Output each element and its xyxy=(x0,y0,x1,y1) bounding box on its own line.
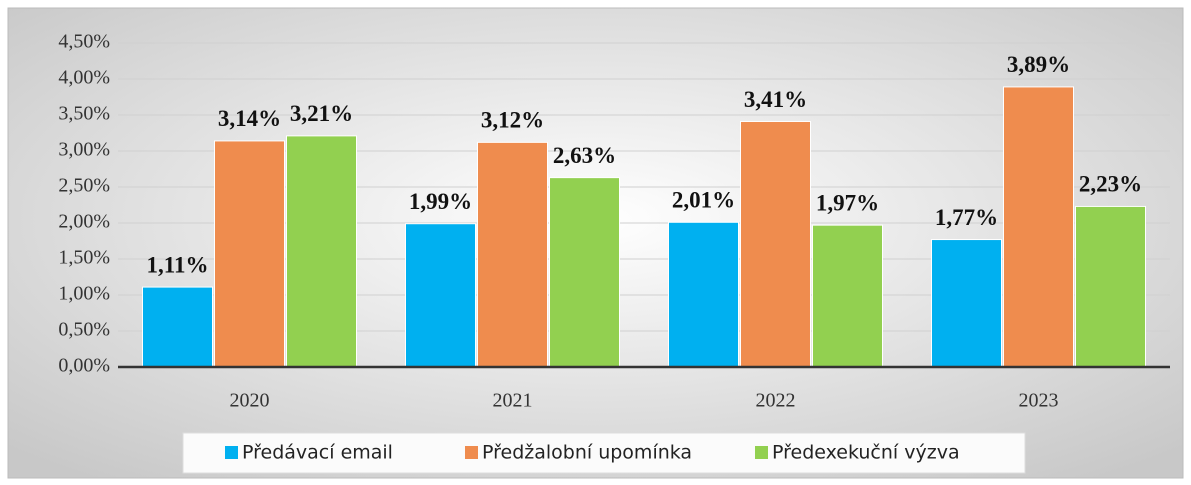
value-label: 2,01% xyxy=(672,188,735,213)
value-label: 3,21% xyxy=(290,101,353,126)
bar xyxy=(214,140,285,368)
y-tick-label: 0,50% xyxy=(58,319,110,341)
bar xyxy=(549,177,620,368)
x-tick-label: 2023 xyxy=(1019,390,1059,412)
y-tick-label: 0,00% xyxy=(58,355,110,377)
bar xyxy=(740,120,811,368)
legend-swatch xyxy=(225,446,238,459)
y-tick-label: 3,50% xyxy=(58,103,110,125)
bar xyxy=(286,135,357,368)
value-label: 1,97% xyxy=(816,190,879,215)
bar xyxy=(1075,205,1146,368)
value-label: 3,89% xyxy=(1007,52,1070,77)
bar xyxy=(405,223,476,368)
y-tick-label: 3,00% xyxy=(58,139,110,161)
value-label: 3,41% xyxy=(744,87,807,112)
legend-label: Předexekuční výzva xyxy=(772,442,960,464)
value-label: 3,12% xyxy=(481,108,544,133)
y-tick-label: 1,00% xyxy=(58,283,110,305)
value-label: 1,99% xyxy=(409,189,472,214)
legend-box xyxy=(182,432,1026,474)
y-tick-label: 4,00% xyxy=(58,67,110,89)
bar xyxy=(477,141,548,368)
legend-swatch xyxy=(465,446,478,459)
y-tick-label: 2,50% xyxy=(58,175,110,197)
value-label: 1,11% xyxy=(147,252,209,277)
bar xyxy=(668,221,739,368)
value-label: 2,63% xyxy=(553,143,616,168)
legend-label: Předávací email xyxy=(242,442,393,464)
bar xyxy=(931,239,1002,368)
value-label: 3,14% xyxy=(218,106,281,131)
bar xyxy=(812,224,883,368)
bar xyxy=(1003,86,1074,368)
y-tick-label: 4,50% xyxy=(58,31,110,53)
legend-swatch xyxy=(755,446,768,459)
bar xyxy=(142,286,213,368)
legend-label: Předžalobní upomínka xyxy=(482,442,692,464)
x-tick-label: 2021 xyxy=(493,390,533,412)
y-tick-label: 1,50% xyxy=(58,247,110,269)
y-tick-label: 2,00% xyxy=(58,211,110,233)
value-label: 2,23% xyxy=(1079,172,1142,197)
x-tick-label: 2020 xyxy=(230,390,270,412)
value-label: 1,77% xyxy=(935,205,998,230)
x-tick-label: 2022 xyxy=(756,390,796,412)
